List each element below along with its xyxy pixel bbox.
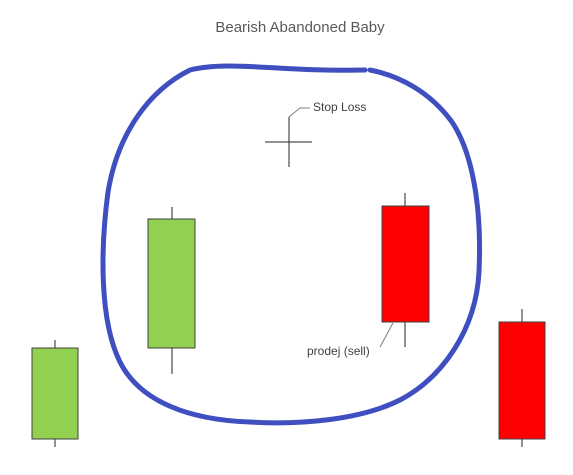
highlight-circle <box>100 63 482 426</box>
stop-loss-label: Stop Loss <box>313 100 366 114</box>
candle <box>381 193 430 347</box>
candle-body <box>498 321 546 440</box>
candle <box>498 309 546 447</box>
title: Bearish Abandoned Baby <box>215 19 385 36</box>
sell-label: prodej (sell) <box>307 344 370 358</box>
leader-line <box>379 322 394 348</box>
leader-line <box>288 107 310 118</box>
candle-body <box>381 205 430 323</box>
candle <box>147 207 196 374</box>
candle-body <box>147 218 196 349</box>
candle-body <box>31 347 79 440</box>
candle <box>31 340 79 447</box>
crosshair <box>265 117 312 167</box>
